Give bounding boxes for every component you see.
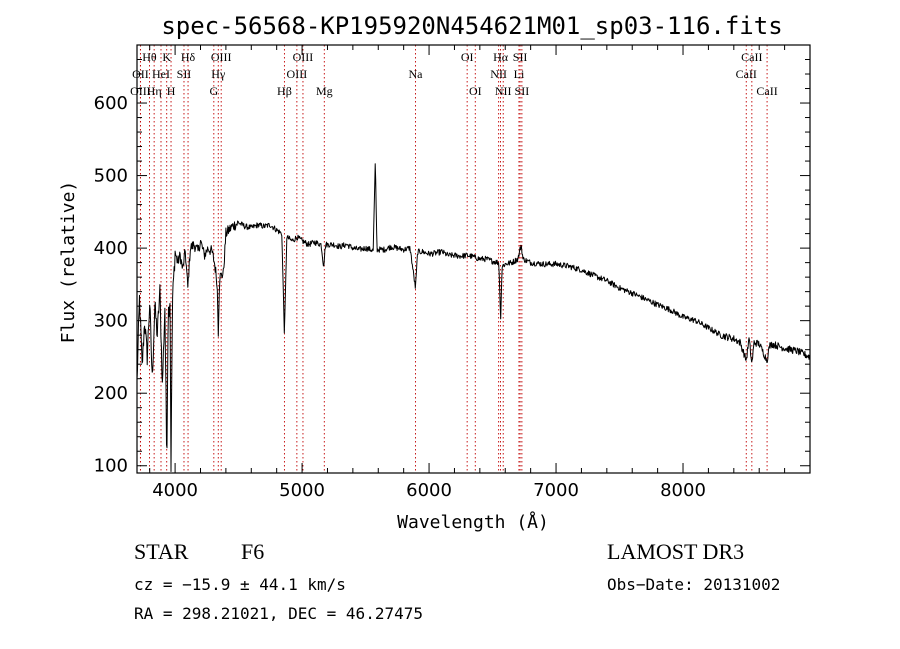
spectral-line-label-0: Hθ: [142, 50, 157, 64]
axis-ticks: [137, 44, 810, 473]
flux-series-line: [136, 163, 811, 472]
axis-tick-labels: 4000 5000 6000 7000 8000 100 200 300 400 500 600: [94, 93, 706, 501]
y-tick-label-2: 300: [94, 311, 128, 332]
obs-date: Obs−Date: 20131002: [607, 575, 780, 594]
spectral-line-label-24: SII: [515, 84, 530, 98]
spectral-line-label-15: Mg: [316, 84, 333, 98]
flux-series-layer: [136, 163, 811, 472]
y-tick-label-0: 100: [94, 456, 128, 477]
object-subclass: F6: [241, 539, 264, 564]
spectral-line-label-18: OI: [469, 84, 482, 98]
spectral-line-label-16: Na: [408, 67, 423, 81]
spectral-line-label-5: Hη: [147, 84, 162, 98]
spectral-line-label-25: CaII: [741, 50, 762, 64]
x-tick-label-2: 6000: [406, 480, 452, 501]
spectral-line-label-7: H: [167, 84, 176, 98]
x-tick-label-0: 4000: [152, 480, 198, 501]
spectral-line-label-10: Hγ: [211, 67, 226, 81]
plot-frame: [136, 44, 811, 474]
coordinates: RA = 298.21021, DEC = 46.27475: [134, 604, 423, 623]
spectral-line-label-3: K: [162, 50, 171, 64]
x-axis-label: Wavelength (Å): [397, 511, 549, 533]
spectral-line-label-21: NII: [490, 67, 507, 81]
spectral-line-label-2: OIII: [130, 84, 151, 98]
redshift-readout: cz = −15.9 ± 44.1 km/s: [134, 575, 346, 594]
spectral-line-label-22: Li: [514, 67, 525, 81]
spectral-line-label-12: Hβ: [277, 84, 292, 98]
spectral-line-label-11: G: [209, 84, 218, 98]
spectral-line-label-20: SII: [513, 50, 528, 64]
y-tick-label-5: 600: [94, 93, 128, 114]
object-class: STAR: [134, 539, 189, 564]
spectral-line-label-9: OIII: [211, 50, 232, 64]
chart-title: spec-56568-KP195920N454621M01_sp03-116.f…: [161, 12, 782, 40]
spectral-line-label-6: SII: [177, 67, 192, 81]
y-tick-label-4: 500: [94, 166, 128, 187]
survey-name: LAMOST DR3: [607, 539, 744, 564]
x-tick-label-4: 8000: [660, 480, 706, 501]
spectral-line-label-4: HeI: [152, 67, 170, 81]
spectral-line-label-14: OIII: [287, 67, 308, 81]
y-tick-label-3: 400: [94, 238, 128, 259]
x-tick-label-3: 7000: [533, 480, 579, 501]
spectral-line-label-8: Hδ: [181, 50, 196, 64]
y-axis-label: Flux (relative): [58, 181, 79, 344]
y-tick-label-1: 200: [94, 383, 128, 404]
spectral-line-label-23: NII: [495, 84, 512, 98]
spectral-line-label-17: OI: [461, 50, 474, 64]
spectral-lines-layer: [139, 45, 768, 473]
spectral-line-label-26: CaII: [736, 67, 757, 81]
spectral-line-label-13: OIII: [293, 50, 314, 64]
spectral-line-label-27: CaII: [756, 84, 777, 98]
x-tick-label-1: 5000: [279, 480, 325, 501]
spectral-line-label-19: Hα: [493, 50, 509, 64]
